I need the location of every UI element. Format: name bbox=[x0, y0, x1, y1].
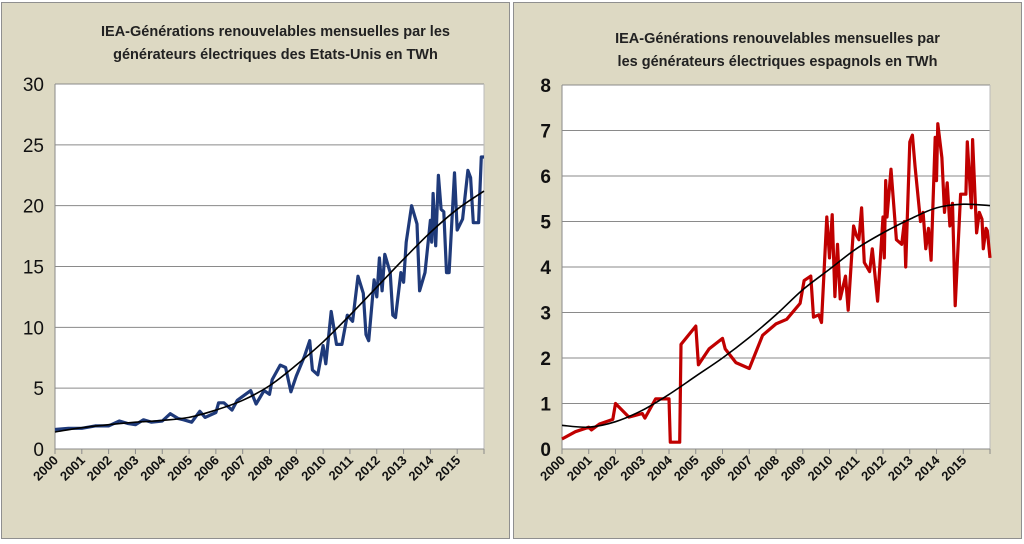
y-tick-label: 3 bbox=[540, 304, 551, 325]
x-tick-label: 2009 bbox=[271, 453, 302, 484]
x-tick-label: 2012 bbox=[352, 453, 383, 484]
us-chart-panel: IEA-Générations renouvelables mensuelles… bbox=[1, 2, 510, 539]
x-tick-label: 2007 bbox=[724, 453, 755, 484]
x-tick-label: 2005 bbox=[164, 453, 195, 484]
y-tick-label: 5 bbox=[540, 213, 551, 234]
x-tick-label: 2012 bbox=[858, 453, 889, 484]
data-series-line bbox=[54, 155, 484, 432]
y-tick-label: 0 bbox=[33, 440, 44, 461]
y-tick-label: 5 bbox=[33, 379, 44, 400]
x-tick-label: 2013 bbox=[885, 453, 916, 484]
x-tick-label: 2001 bbox=[564, 453, 595, 484]
x-tick-label: 2010 bbox=[298, 453, 329, 484]
x-tick-label: 2002 bbox=[84, 453, 115, 484]
chart-title-line2: les générateurs électriques espagnols en… bbox=[617, 54, 938, 70]
y-tick-label: 0 bbox=[540, 440, 551, 461]
y-tick-label: 10 bbox=[23, 318, 44, 339]
x-tick-label: 2008 bbox=[245, 453, 276, 484]
x-tick-label: 2013 bbox=[379, 453, 410, 484]
x-tick-label: 2008 bbox=[751, 453, 782, 484]
x-tick-label: 2003 bbox=[617, 453, 648, 484]
x-tick-label: 2002 bbox=[591, 453, 622, 484]
y-tick-label: 30 bbox=[23, 75, 44, 96]
chart-title: IEA-Générations renouvelables mensuelles… bbox=[2, 21, 509, 67]
trend-line bbox=[54, 190, 485, 433]
trend-line bbox=[561, 203, 991, 429]
y-tick-label: 8 bbox=[540, 76, 551, 97]
x-tick-label: 2015 bbox=[432, 453, 463, 484]
y-tick-label: 4 bbox=[540, 258, 551, 279]
y-tick-label: 20 bbox=[23, 197, 44, 218]
y-tick-label: 1 bbox=[540, 395, 551, 416]
x-tick-label: 2011 bbox=[326, 453, 357, 484]
x-tick-label: 2014 bbox=[912, 452, 944, 484]
x-tick-label: 2006 bbox=[191, 453, 222, 484]
y-tick-label: 25 bbox=[23, 136, 44, 157]
x-tick-label: 2011 bbox=[832, 453, 863, 484]
y-tick-label: 15 bbox=[23, 258, 44, 279]
spain-chart-svg: 0123456782000200120022003200420052006200… bbox=[537, 76, 992, 484]
x-tick-label: 2001 bbox=[57, 453, 88, 484]
chart-title-line1: IEA-Générations renouvelables mensuelles… bbox=[615, 31, 940, 47]
x-tick-label: 2009 bbox=[778, 453, 809, 484]
us-chart-svg: 0510152025302000200120022003200420052006… bbox=[23, 75, 485, 484]
x-tick-label: 2003 bbox=[111, 453, 142, 484]
x-tick-label: 2010 bbox=[805, 453, 836, 484]
x-tick-label: 2005 bbox=[671, 453, 702, 484]
chart-title-line2: générateurs électriques des Etats-Unis e… bbox=[113, 47, 438, 63]
x-tick-label: 2006 bbox=[698, 453, 729, 484]
data-series-line bbox=[561, 122, 992, 444]
x-tick-label: 2007 bbox=[218, 453, 249, 484]
y-tick-label: 7 bbox=[540, 122, 551, 143]
x-tick-label: 2004 bbox=[644, 452, 676, 484]
spain-chart-panel: IEA-Générations renouvelables mensuelles… bbox=[513, 2, 1022, 539]
chart-title: IEA-Générations renouvelables mensuelles… bbox=[514, 28, 1021, 74]
x-tick-label: 2004 bbox=[137, 452, 169, 484]
x-tick-label: 2015 bbox=[938, 453, 969, 484]
chart-title-line1: IEA-Générations renouvelables mensuelles… bbox=[101, 24, 450, 40]
x-tick-label: 2014 bbox=[405, 452, 437, 484]
y-tick-label: 2 bbox=[540, 349, 551, 370]
y-tick-label: 6 bbox=[540, 167, 551, 188]
